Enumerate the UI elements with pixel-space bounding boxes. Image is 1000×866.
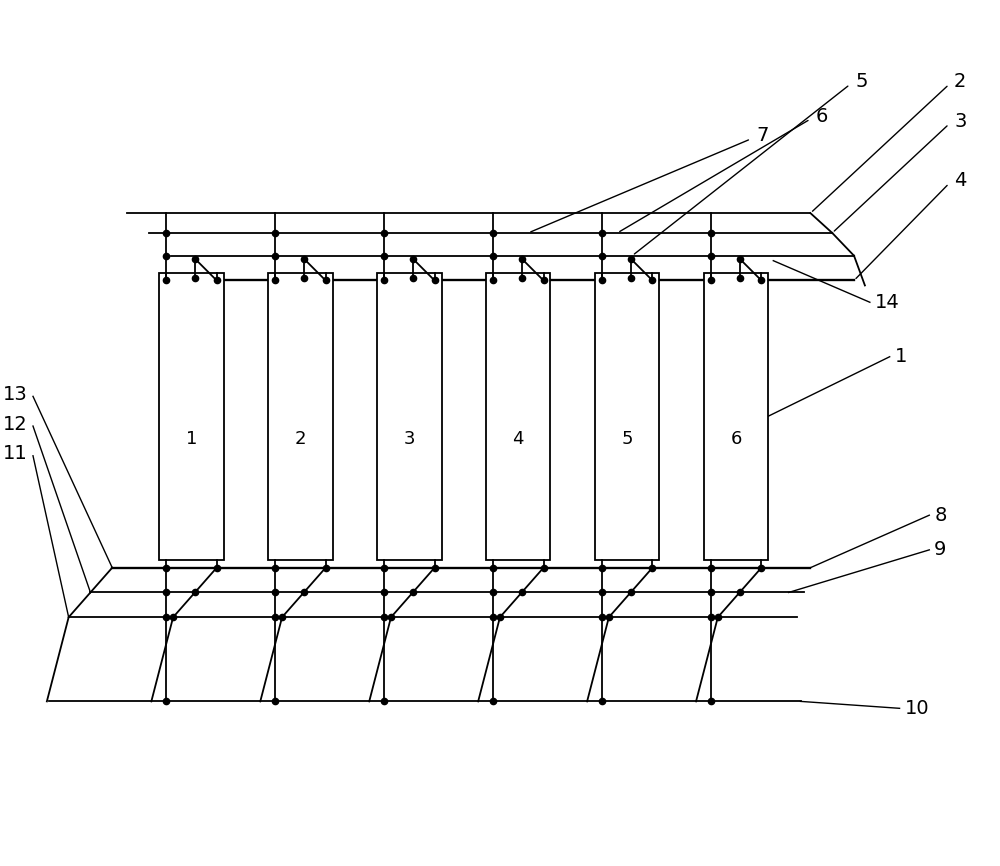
Bar <box>159 273 224 559</box>
Text: 1: 1 <box>895 347 907 366</box>
Text: 5: 5 <box>855 72 868 91</box>
Text: 3: 3 <box>404 430 415 448</box>
Text: 8: 8 <box>934 506 947 525</box>
Text: 3: 3 <box>954 112 966 131</box>
Text: 6: 6 <box>730 430 742 448</box>
Text: 11: 11 <box>3 444 28 463</box>
Bar <box>486 273 550 559</box>
Text: 6: 6 <box>815 107 828 126</box>
Text: 13: 13 <box>3 385 28 404</box>
Bar <box>704 273 768 559</box>
Text: 7: 7 <box>756 126 768 145</box>
Text: 2: 2 <box>954 72 966 91</box>
Text: 4: 4 <box>954 171 966 190</box>
Text: 5: 5 <box>621 430 633 448</box>
Bar <box>377 273 442 559</box>
Bar <box>595 273 659 559</box>
Bar <box>268 273 333 559</box>
Text: 4: 4 <box>513 430 524 448</box>
Text: 9: 9 <box>934 540 947 559</box>
Text: 12: 12 <box>3 415 28 434</box>
Text: 1: 1 <box>186 430 197 448</box>
Text: 10: 10 <box>905 699 929 718</box>
Text: 14: 14 <box>875 293 900 312</box>
Text: 2: 2 <box>295 430 306 448</box>
